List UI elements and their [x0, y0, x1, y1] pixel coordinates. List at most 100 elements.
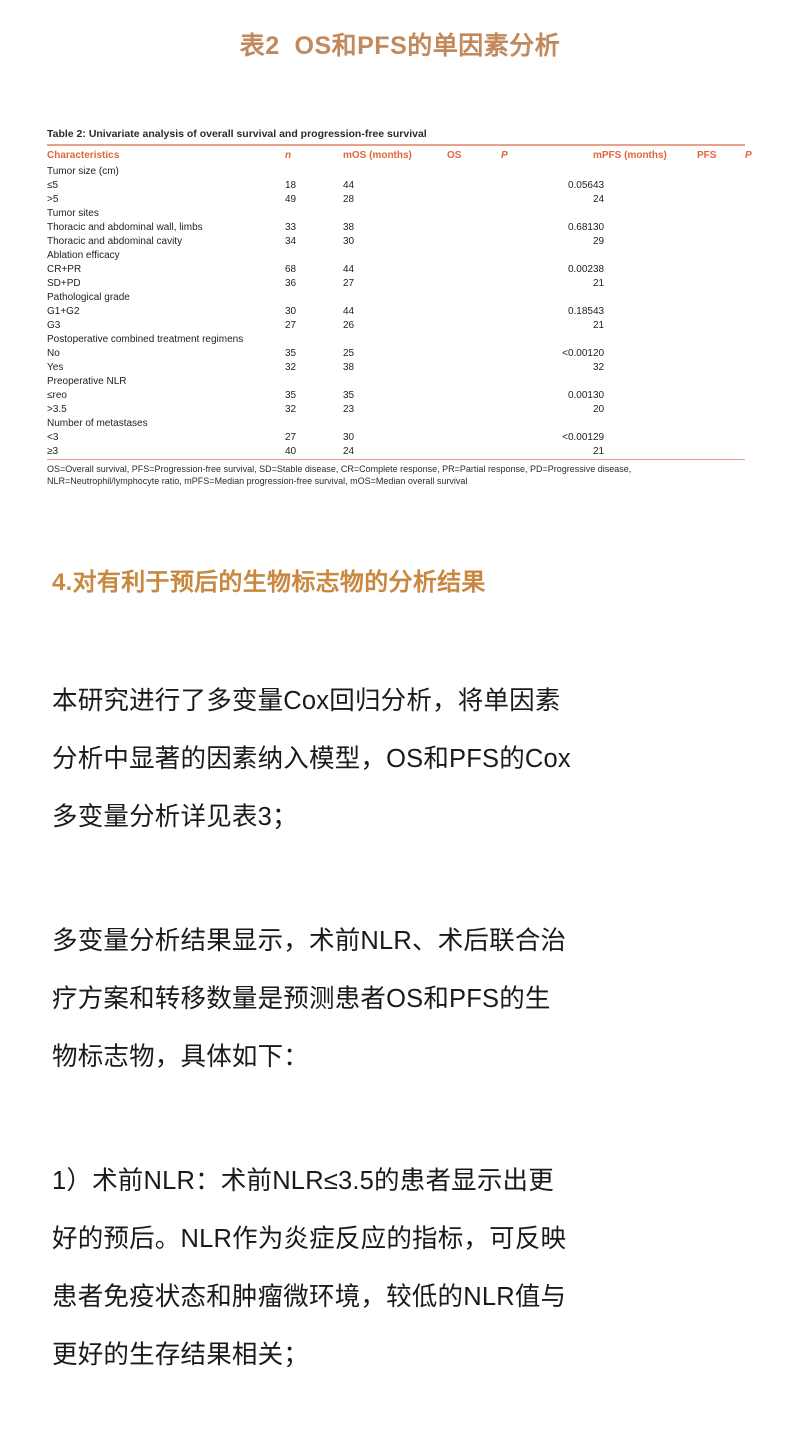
cell-p-pfs	[745, 417, 800, 431]
cell-mos	[343, 417, 447, 431]
cell-os	[447, 221, 501, 235]
cell-mos: 44	[343, 179, 355, 191]
column-header-mos: mOS (months)	[343, 149, 412, 161]
cell-mpfs: 20	[593, 347, 605, 359]
cell-mpfs: 43	[593, 179, 605, 191]
cell-p-pfs	[745, 277, 800, 291]
cell-p-pfs	[745, 165, 800, 179]
cell-mpfs: 21	[593, 319, 605, 331]
cell-mpfs	[593, 375, 697, 389]
cell-p-os	[501, 235, 593, 249]
cell-p-pfs	[745, 319, 800, 333]
paragraph-line: 更好的生存结果相关；	[52, 1341, 310, 1369]
table-row: ≥3 40 24 21	[47, 445, 800, 459]
cell-p-os: 0.681	[567, 221, 593, 233]
cell-n: 32	[285, 361, 297, 373]
cell-mos: 38	[343, 221, 355, 233]
cell-pfs	[697, 431, 745, 445]
cell-pfs	[697, 207, 745, 221]
cell-pfs	[697, 179, 745, 193]
table-footnote-line: OS=Overall survival, PFS=Progression-fre…	[47, 463, 632, 474]
cell-os	[447, 207, 501, 221]
cell-p-os	[501, 207, 593, 221]
cell-p-pfs	[745, 361, 800, 375]
cell-characteristic: ≤reo	[47, 389, 67, 401]
cell-p-os	[501, 249, 593, 263]
page-title: 表2 OS和PFS的单因素分析	[239, 32, 561, 60]
cell-mpfs	[593, 165, 697, 179]
cell-mos: 23	[343, 403, 355, 415]
table-bottom-rule	[47, 458, 745, 460]
cell-n: 33	[285, 221, 297, 233]
cell-p-pfs: 0.057	[745, 179, 800, 193]
cell-mpfs	[593, 207, 697, 221]
cell-p-pfs	[745, 235, 800, 249]
cell-pfs	[697, 347, 745, 361]
cell-p-os	[501, 333, 593, 347]
cell-p-pfs	[745, 333, 800, 347]
table-footnotes: OS=Overall survival, PFS=Progression-fre…	[47, 460, 745, 488]
cell-os	[447, 277, 501, 291]
cell-n: 27	[285, 431, 297, 443]
section-heading: 4.对有利于预后的生物标志物的分析结果	[52, 569, 486, 596]
table-row: >5 49 28 24	[47, 193, 800, 207]
cell-characteristic: G1+G2	[47, 305, 80, 317]
cell-os	[447, 431, 501, 445]
cell-p-pfs	[745, 249, 800, 263]
cell-characteristic: CR+PR	[47, 263, 82, 275]
table-row: Number of metastases	[47, 417, 800, 431]
table-caption: Table 2: Univariate analysis of overall …	[47, 128, 427, 140]
cell-characteristic: Number of metastases	[47, 417, 148, 429]
cell-n	[285, 207, 343, 221]
cell-mpfs: 38	[593, 263, 605, 275]
table-row: Preoperative NLR	[47, 375, 800, 389]
table-row: Pathological grade	[47, 291, 800, 305]
cell-characteristic: Preoperative NLR	[47, 375, 127, 387]
cell-p-os: 0.002	[567, 263, 593, 275]
cell-p-pfs	[745, 193, 800, 207]
cell-p-os	[501, 319, 593, 333]
table-header-row: Characteristics n mOS (months) OS P mPFS…	[47, 146, 800, 165]
cell-pfs	[697, 263, 745, 277]
cell-p-pfs	[745, 375, 800, 389]
table-footnote-line: NLR=Neutrophil/lymphocyte ratio, mPFS=Me…	[47, 476, 468, 486]
cell-os	[447, 403, 501, 417]
cell-mpfs: 21	[593, 277, 605, 289]
cell-pfs	[697, 277, 745, 291]
cell-characteristic: G3	[47, 319, 61, 331]
cell-pfs	[697, 333, 745, 347]
cell-mos	[343, 375, 447, 389]
cell-pfs	[697, 389, 745, 403]
column-header-characteristics: Characteristics	[47, 149, 120, 161]
cell-characteristic: Pathological grade	[47, 291, 130, 303]
cell-pfs	[697, 193, 745, 207]
cell-mos: 44	[343, 305, 355, 317]
cell-p-os	[501, 277, 593, 291]
cell-mpfs: 30	[593, 221, 605, 233]
cell-n: 27	[285, 319, 297, 331]
table-header: Characteristics n mOS (months) OS P mPFS…	[47, 146, 800, 165]
cell-mpfs: 29	[593, 431, 605, 443]
paragraph-line: 好的预后。NLR作为炎症反应的指标，可反映	[52, 1225, 567, 1253]
cell-pfs	[697, 319, 745, 333]
cell-pfs	[697, 291, 745, 305]
cell-mpfs: 32	[593, 361, 605, 373]
cell-os	[447, 263, 501, 277]
cell-n: 30	[285, 305, 297, 317]
column-header-mpfs: mPFS (months)	[593, 149, 667, 161]
table-row: Tumor size (cm)	[47, 165, 800, 179]
cell-mos: 25	[343, 347, 355, 359]
column-header-pfs: PFS	[697, 149, 717, 161]
cell-n: 35	[285, 347, 297, 359]
cell-p-pfs: <0.001	[745, 431, 800, 445]
cell-p-pfs: 0.639	[745, 221, 800, 235]
paragraph-biomarker-summary: 多变量分析结果显示，术前NLR、术后联合治 疗方案和转移数量是预测患者OS和PFS…	[52, 912, 752, 1086]
cell-os	[447, 249, 501, 263]
cell-characteristic: ≤5	[47, 179, 59, 191]
cell-os	[447, 235, 501, 249]
cell-characteristic: Thoracic and abdominal cavity	[47, 235, 183, 247]
